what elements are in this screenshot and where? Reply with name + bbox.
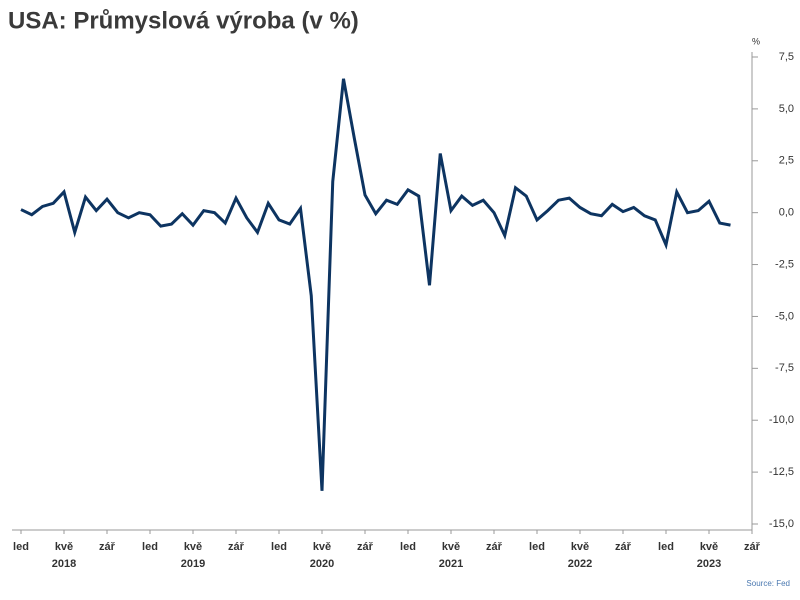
x-tick-label: kvě (313, 541, 331, 553)
y-tick-label: 2,5 (779, 155, 794, 167)
x-tick-label: kvě (184, 541, 202, 553)
x-tick-label: led (142, 541, 158, 553)
x-tick-label: kvě (700, 541, 718, 553)
source: Source: Fed (746, 579, 790, 588)
x-tick-label: zář (486, 541, 503, 553)
x-tick-label: zář (228, 541, 245, 553)
y-tick-label: -5,0 (775, 310, 794, 322)
y-tick-label: -15,0 (769, 518, 794, 530)
year-label: 2021 (439, 558, 463, 570)
x-tick-label: zář (357, 541, 374, 553)
y-tick-label: 0,0 (779, 207, 794, 219)
year-label: 2019 (181, 558, 205, 570)
y-tick-label: 7,5 (779, 51, 794, 63)
y-tick-label: 5,0 (779, 103, 794, 115)
chart-title: USA: Průmyslová výroba (v %) (8, 7, 359, 34)
x-tick-label: led (529, 541, 545, 553)
x-tick-label: led (400, 541, 416, 553)
year-label: 2020 (310, 558, 334, 570)
x-tick-label: zář (99, 541, 116, 553)
year-label: 2018 (52, 558, 76, 570)
y-tick-label: -2,5 (775, 258, 794, 270)
x-tick-label: kvě (55, 541, 73, 553)
year-label: 2023 (697, 558, 721, 570)
x-tick-label: led (271, 541, 287, 553)
x-tick-label: kvě (442, 541, 460, 553)
year-label: 2022 (568, 558, 592, 570)
x-tick-label: led (658, 541, 674, 553)
x-tick-label: kvě (571, 541, 589, 553)
y-tick-label: -10,0 (769, 414, 794, 426)
y-tick-label: -12,5 (769, 466, 794, 478)
data-line (20, 78, 731, 491)
y-tick-label: -7,5 (775, 362, 794, 374)
x-tick-label: zář (615, 541, 632, 553)
x-tick-label: zář (744, 541, 761, 553)
x-tick-label: led (13, 541, 29, 553)
y-unit: % (752, 36, 760, 46)
